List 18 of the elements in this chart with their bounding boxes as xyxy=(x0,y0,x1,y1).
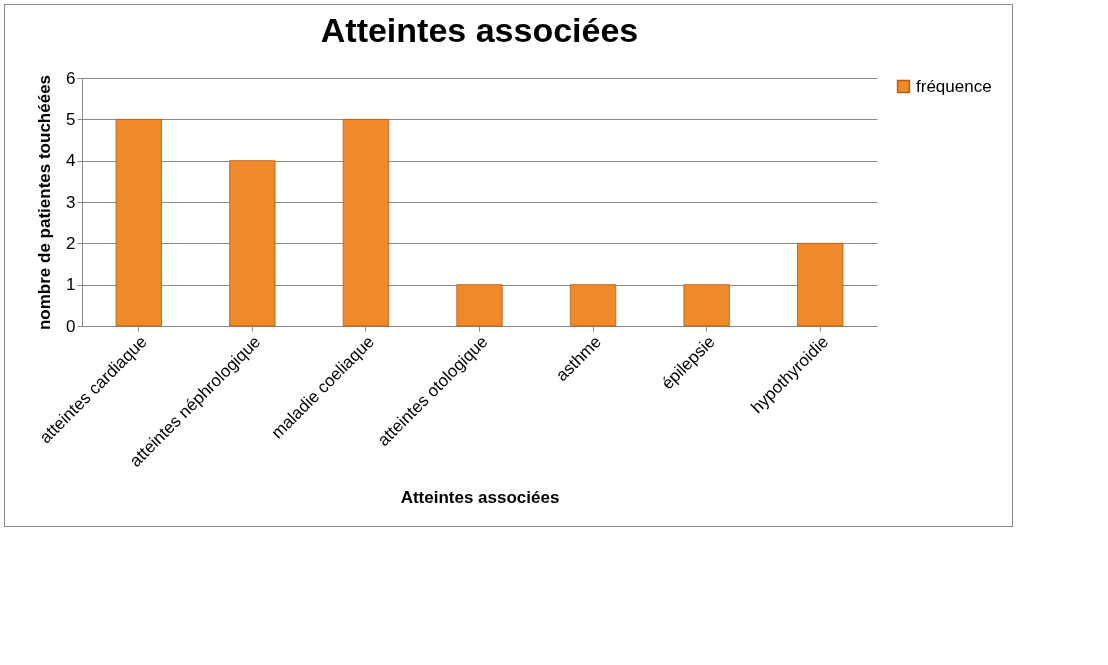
bar xyxy=(456,284,503,327)
y-tick-label: 1 xyxy=(66,275,76,295)
y-tick-label: 4 xyxy=(66,151,76,171)
chart-title: Atteintes associées xyxy=(320,11,639,49)
bar xyxy=(569,284,617,327)
y-tick-label: 3 xyxy=(66,192,76,212)
bar xyxy=(229,160,276,327)
x-axis-title: Atteintes associées xyxy=(400,487,560,507)
legend-label: fréquence xyxy=(916,76,992,96)
y-tick-label: 0 xyxy=(66,316,76,336)
bar xyxy=(683,284,730,327)
y-tick-label: 6 xyxy=(66,68,76,88)
bar xyxy=(115,118,162,327)
bar xyxy=(797,242,844,327)
y-tick-label: 2 xyxy=(66,233,76,253)
bar xyxy=(342,118,390,327)
y-tick-label: 5 xyxy=(66,109,76,129)
y-axis-title: nombre de patientes touchéées xyxy=(35,74,55,331)
